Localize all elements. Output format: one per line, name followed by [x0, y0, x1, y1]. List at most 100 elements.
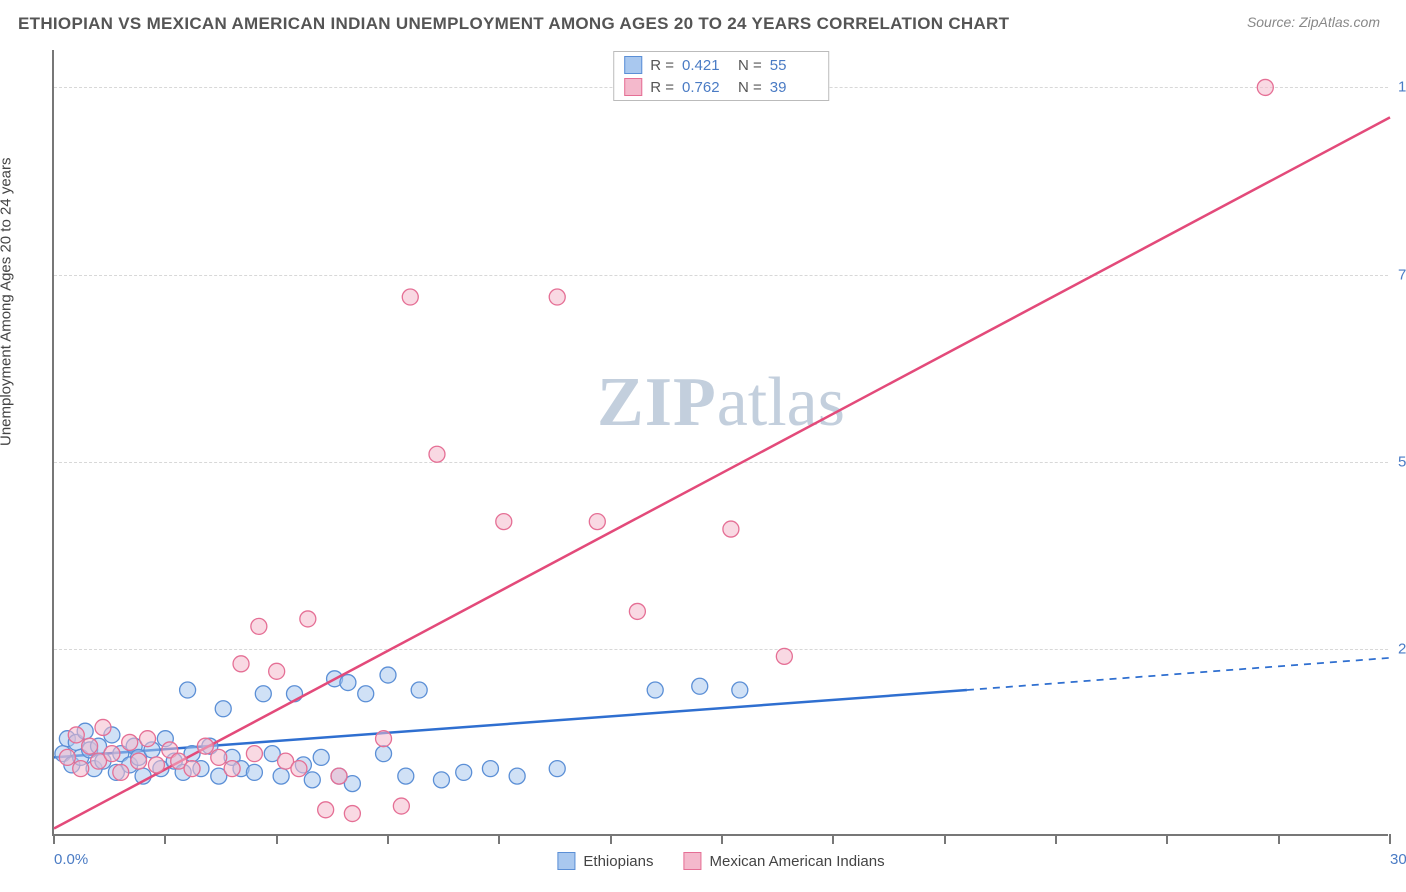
data-point	[122, 734, 138, 750]
x-tick	[164, 834, 166, 844]
x-tick	[498, 834, 500, 844]
data-point	[291, 761, 307, 777]
data-point	[509, 768, 525, 784]
data-point	[376, 731, 392, 747]
trend-line	[54, 117, 1390, 828]
data-point	[380, 667, 396, 683]
data-point	[246, 746, 262, 762]
data-point	[68, 727, 84, 743]
x-tick	[832, 834, 834, 844]
x-tick	[1389, 834, 1391, 844]
series-legend: Ethiopians Mexican American Indians	[557, 852, 884, 870]
data-point	[549, 761, 565, 777]
data-point	[629, 603, 645, 619]
legend-series-item: Mexican American Indians	[683, 852, 884, 870]
data-point	[1257, 79, 1273, 95]
chart-container: ETHIOPIAN VS MEXICAN AMERICAN INDIAN UNE…	[0, 0, 1406, 892]
data-point	[549, 289, 565, 305]
data-point	[433, 772, 449, 788]
data-point	[304, 772, 320, 788]
data-point	[273, 768, 289, 784]
correlation-legend: R = 0.421 N = 55 R = 0.762 N = 39	[613, 51, 829, 101]
data-point	[131, 753, 147, 769]
legend-r-label: R =	[650, 79, 674, 96]
x-tick-label: 0.0%	[54, 851, 88, 868]
data-point	[251, 618, 267, 634]
x-tick	[53, 834, 55, 844]
x-tick	[944, 834, 946, 844]
y-axis-label: Unemployment Among Ages 20 to 24 years	[0, 157, 15, 446]
legend-n-label: N =	[738, 57, 762, 74]
legend-swatch	[624, 56, 642, 74]
x-tick	[387, 834, 389, 844]
data-point	[647, 682, 663, 698]
data-point	[59, 749, 75, 765]
data-point	[211, 749, 227, 765]
legend-swatch	[557, 852, 575, 870]
chart-title: ETHIOPIAN VS MEXICAN AMERICAN INDIAN UNE…	[18, 14, 1009, 34]
legend-r-label: R =	[650, 57, 674, 74]
data-point	[300, 611, 316, 627]
legend-n-value: 55	[770, 57, 818, 74]
legend-r-value: 0.762	[682, 79, 730, 96]
data-point	[402, 289, 418, 305]
data-point	[344, 806, 360, 822]
legend-swatch	[624, 78, 642, 96]
data-point	[224, 761, 240, 777]
legend-series-label: Mexican American Indians	[709, 853, 884, 870]
x-tick	[276, 834, 278, 844]
legend-r-value: 0.421	[682, 57, 730, 74]
data-point	[723, 521, 739, 537]
data-point	[393, 798, 409, 814]
data-point	[148, 757, 164, 773]
data-point	[113, 764, 129, 780]
data-point	[589, 514, 605, 530]
legend-n-label: N =	[738, 79, 762, 96]
data-point	[140, 731, 156, 747]
data-point	[95, 719, 111, 735]
data-point	[692, 678, 708, 694]
data-point	[82, 738, 98, 754]
y-tick-label: 25.0%	[1390, 640, 1406, 657]
legend-swatch	[683, 852, 701, 870]
y-tick-label: 75.0%	[1390, 266, 1406, 283]
data-point	[233, 656, 249, 672]
legend-stat-row: R = 0.421 N = 55	[624, 54, 818, 76]
legend-series-item: Ethiopians	[557, 852, 653, 870]
x-tick	[610, 834, 612, 844]
data-point	[776, 648, 792, 664]
data-point	[318, 802, 334, 818]
plot-area: ZIPatlas 25.0%50.0%75.0%100.0%0.0%30.0% …	[52, 50, 1388, 836]
x-tick	[1278, 834, 1280, 844]
data-point	[429, 446, 445, 462]
data-point	[482, 761, 498, 777]
data-point	[269, 663, 285, 679]
x-tick	[1055, 834, 1057, 844]
trend-line-extrapolated	[967, 658, 1390, 690]
y-tick-label: 100.0%	[1390, 79, 1406, 96]
legend-stat-row: R = 0.762 N = 39	[624, 76, 818, 98]
data-point	[376, 746, 392, 762]
scatter-plot-svg	[54, 50, 1388, 834]
x-tick	[1166, 834, 1168, 844]
data-point	[313, 749, 329, 765]
data-point	[246, 764, 262, 780]
data-point	[411, 682, 427, 698]
data-point	[104, 746, 120, 762]
data-point	[331, 768, 347, 784]
data-point	[255, 686, 271, 702]
data-point	[197, 738, 213, 754]
legend-series-label: Ethiopians	[583, 853, 653, 870]
data-point	[496, 514, 512, 530]
data-point	[184, 761, 200, 777]
data-point	[398, 768, 414, 784]
data-point	[456, 764, 472, 780]
y-tick-label: 50.0%	[1390, 453, 1406, 470]
data-point	[732, 682, 748, 698]
legend-n-value: 39	[770, 79, 818, 96]
data-point	[180, 682, 196, 698]
data-point	[358, 686, 374, 702]
data-point	[340, 675, 356, 691]
data-point	[73, 761, 89, 777]
data-point	[215, 701, 231, 717]
